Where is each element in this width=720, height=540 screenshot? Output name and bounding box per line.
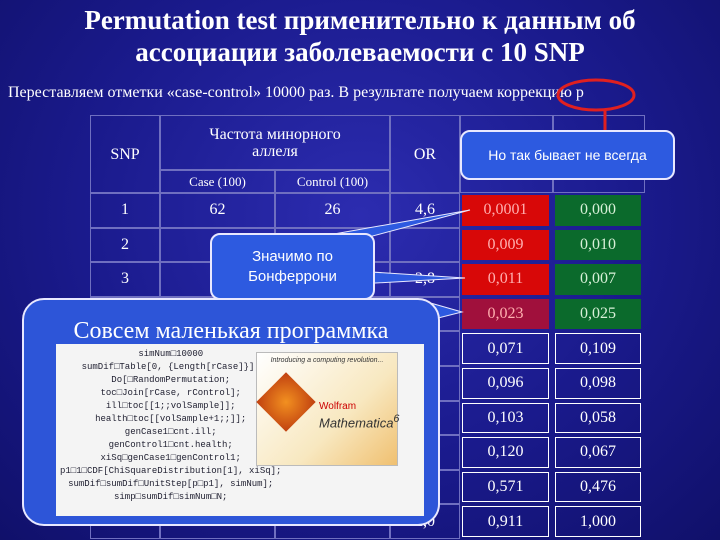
slide-title: Permutation test применительно к данным … — [84, 5, 636, 67]
logo-version: 6 — [393, 413, 400, 425]
code-line: ill□toc[[1;;volSample]]; — [105, 401, 236, 411]
logo-product: Mathematica6 — [319, 413, 399, 430]
table-cell — [390, 227, 460, 263]
p-value: 0,011 — [462, 264, 549, 295]
code-line: p1□1□CDF[ChiSquareDistribution[1], xiSq]… — [60, 466, 282, 476]
table-cell: 26 — [275, 193, 390, 228]
logo: Introducing a computing revolution... Wo… — [256, 352, 399, 466]
corrected-p: 0,476 — [555, 471, 641, 503]
p-value: 0,096 — [462, 368, 549, 399]
p-value: 0,009 — [462, 229, 549, 261]
p-value: 0,120 — [462, 437, 549, 468]
header-cell: Case (100) — [160, 170, 275, 193]
code-line: genCase1□cnt.ill; — [124, 427, 217, 437]
header-cell: OR — [390, 115, 460, 193]
program-box: Совсем маленькая программка simNum□10000… — [22, 298, 440, 526]
callout: Но так бывает не всегда — [460, 130, 675, 180]
table-cell: 1 — [90, 193, 160, 228]
program-title: Совсем маленькая программка — [73, 318, 389, 344]
logo-brand: Wolfram — [319, 401, 357, 412]
code-line: sumDif□sumDif□UnitStep[p□p1], simNum]; — [68, 479, 274, 489]
code-line: simNum□10000 — [138, 349, 204, 359]
corrected-p: 0,010 — [555, 229, 641, 261]
code-line: xiSq□genCase1□genControl1; — [100, 453, 241, 463]
highlight-ellipse — [556, 78, 636, 112]
corrected-p: 0,109 — [555, 333, 641, 364]
p-value: 0,071 — [462, 333, 549, 364]
code-line: health□toc[[volSample+1;;]]; — [95, 414, 247, 424]
p-value: 0,023 — [462, 298, 549, 330]
corrected-p: 0,007 — [555, 264, 641, 295]
header-cell: Частота минорного аллеля — [160, 115, 390, 170]
table-cell: 3 — [90, 262, 160, 297]
code-block: simNum□10000 sumDif□Table[0, {Length[rCas… — [60, 348, 281, 504]
callout: Значимо по Бонферрони — [210, 233, 375, 300]
corrected-p: 0,067 — [555, 437, 641, 468]
code-panel: simNum□10000 sumDif□Table[0, {Length[rCas… — [56, 344, 424, 516]
p-value: 0,911 — [462, 506, 549, 537]
corrected-p: 0,098 — [555, 368, 641, 399]
code-line: Do[□RandomPermutation; — [111, 375, 231, 385]
p-value: 0,0001 — [462, 195, 549, 226]
code-line: sumDif□Table[0, {Length[rCase]}]; — [81, 362, 260, 372]
p-value: 0,103 — [462, 402, 549, 434]
p-value: 0,571 — [462, 471, 549, 503]
table-cell: 62 — [160, 193, 275, 228]
code-line: simp□sumDif□simNum□N; — [114, 492, 228, 502]
corrected-p: 0,000 — [555, 195, 641, 226]
logo-tagline: Introducing a computing revolution... — [270, 357, 384, 364]
table-cell: 4,6 — [390, 193, 460, 228]
code-line: genControl1□cnt.health; — [108, 440, 233, 450]
corrected-p: 1,000 — [555, 506, 641, 537]
corrected-p: 0,025 — [555, 298, 641, 330]
corrected-p: 0,058 — [555, 402, 641, 434]
table-cell: 2 — [90, 227, 160, 263]
logo-graphic — [256, 372, 316, 432]
subtitle: Переставляем отметки «case-control» 1000… — [8, 84, 584, 101]
header-cell: SNP — [90, 115, 160, 193]
logo-product-name: Mathematica — [319, 415, 394, 431]
code-line: toc□Join[rCase, rControl]; — [100, 388, 241, 398]
header-cell: Control (100) — [275, 170, 390, 193]
